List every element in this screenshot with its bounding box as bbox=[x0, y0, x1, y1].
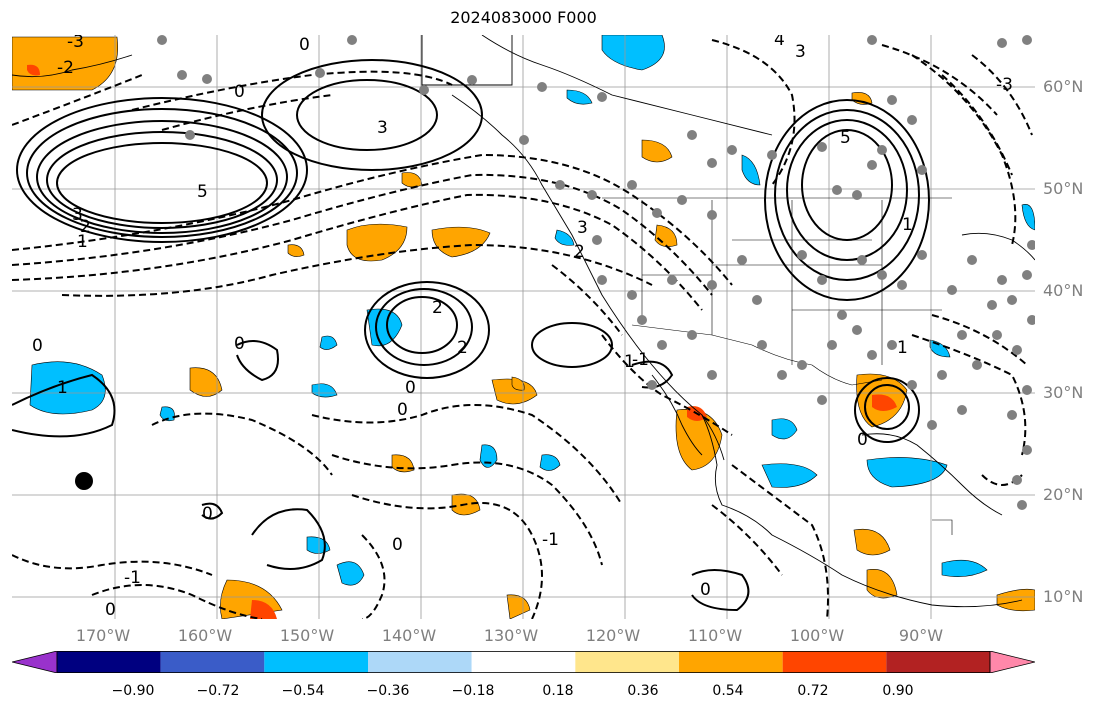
colorbar-segment bbox=[368, 651, 472, 673]
colorbar-segment bbox=[575, 651, 679, 673]
colorbar-tick: 0.18 bbox=[542, 683, 574, 699]
colorbar bbox=[12, 651, 1035, 673]
svg-text:5: 5 bbox=[197, 182, 208, 202]
colorbar-extend-high bbox=[989, 651, 1035, 673]
lat-label-40n: 40°N bbox=[1043, 281, 1084, 300]
svg-text:0: 0 bbox=[299, 35, 310, 55]
lat-label-30n: 30°N bbox=[1043, 383, 1084, 402]
contour-labels: -2 -3 0 0 3 5 3 2 1 2 2 0 0 1 0 0 3 2 3 … bbox=[32, 35, 1013, 619]
map-panel: -2 -3 0 0 3 5 3 2 1 2 2 0 0 1 0 0 3 2 3 … bbox=[12, 35, 1035, 619]
svg-text:0: 0 bbox=[700, 580, 711, 600]
lat-label-60n: 60°N bbox=[1043, 77, 1084, 96]
svg-text:3: 3 bbox=[377, 118, 388, 138]
svg-text:-1: -1 bbox=[124, 568, 141, 588]
graticule bbox=[12, 35, 1035, 619]
colorbar-segment bbox=[782, 651, 887, 673]
svg-text:1: 1 bbox=[77, 232, 88, 252]
svg-text:0: 0 bbox=[234, 334, 245, 354]
colorbar-extend-low bbox=[12, 651, 58, 673]
colorbar-segment bbox=[57, 651, 161, 673]
svg-text:2: 2 bbox=[457, 338, 468, 358]
svg-text:-3: -3 bbox=[996, 75, 1013, 95]
colorbar-segment bbox=[160, 651, 265, 673]
borders bbox=[602, 197, 953, 535]
lon-label-120w: 120°W bbox=[585, 626, 641, 645]
colorbar-tick: 0.90 bbox=[882, 683, 914, 699]
solid-contours bbox=[12, 59, 930, 612]
lat-label-20n: 20°N bbox=[1043, 485, 1084, 504]
svg-text:-1: -1 bbox=[542, 530, 559, 550]
svg-text:5: 5 bbox=[840, 128, 851, 148]
colorbar-tick: 0.72 bbox=[797, 683, 829, 699]
svg-text:0: 0 bbox=[32, 336, 43, 356]
colorbar-tick: −0.90 bbox=[111, 683, 155, 699]
marker-dot bbox=[75, 472, 93, 490]
svg-text:1: 1 bbox=[57, 378, 68, 398]
lon-label-100w: 100°W bbox=[789, 626, 845, 645]
svg-text:0: 0 bbox=[105, 600, 116, 619]
map-canvas: -2 -3 0 0 3 5 3 2 1 2 2 0 0 1 0 0 3 2 3 … bbox=[12, 35, 1035, 619]
lon-label-110w: 110°W bbox=[687, 626, 743, 645]
svg-text:0: 0 bbox=[234, 82, 245, 102]
colorbar-segment bbox=[679, 651, 783, 673]
svg-text:0: 0 bbox=[392, 535, 403, 555]
lat-label-50n: 50°N bbox=[1043, 179, 1084, 198]
lon-label-160w: 160°W bbox=[177, 626, 233, 645]
lon-label-130w: 130°W bbox=[483, 626, 539, 645]
map-title: 2024083000 F000 bbox=[450, 8, 597, 27]
colorbar-segment bbox=[886, 651, 990, 673]
svg-text:-2: -2 bbox=[57, 58, 74, 78]
svg-text:-3: -3 bbox=[67, 35, 84, 52]
colorbar-segment bbox=[264, 651, 368, 673]
colorbar-tick: 0.36 bbox=[627, 683, 659, 699]
colorbar-tick: −0.18 bbox=[451, 683, 495, 699]
colorbar-tick: 0.54 bbox=[712, 683, 744, 699]
colorbar-outline bbox=[56, 651, 991, 673]
svg-text:0: 0 bbox=[857, 430, 868, 450]
svg-text:1: 1 bbox=[897, 338, 908, 358]
station-points bbox=[157, 35, 1035, 510]
svg-text:-1: -1 bbox=[632, 350, 649, 370]
svg-text:1: 1 bbox=[624, 352, 635, 372]
lon-label-140w: 140°W bbox=[381, 626, 437, 645]
colorbar-tick: −0.72 bbox=[196, 683, 240, 699]
svg-text:0: 0 bbox=[397, 400, 408, 420]
svg-text:0: 0 bbox=[202, 504, 213, 524]
colorbar-segment bbox=[471, 651, 576, 673]
svg-text:3: 3 bbox=[795, 42, 806, 62]
svg-text:0: 0 bbox=[405, 378, 416, 398]
lat-label-10n: 10°N bbox=[1043, 587, 1084, 606]
dashed-contours bbox=[12, 39, 1033, 619]
colorbar-tick: −0.36 bbox=[366, 683, 410, 699]
svg-text:4: 4 bbox=[774, 35, 785, 50]
svg-text:3: 3 bbox=[577, 218, 588, 238]
svg-text:2: 2 bbox=[80, 217, 91, 237]
lon-label-90w: 90°W bbox=[898, 626, 944, 645]
svg-text:3: 3 bbox=[72, 205, 83, 225]
colorbar-tick: −0.54 bbox=[281, 683, 325, 699]
svg-text:2: 2 bbox=[574, 242, 585, 262]
svg-text:2: 2 bbox=[432, 298, 443, 318]
lon-label-170w: 170°W bbox=[75, 626, 131, 645]
svg-text:1: 1 bbox=[902, 215, 913, 235]
lon-label-150w: 150°W bbox=[279, 626, 335, 645]
coastlines bbox=[12, 35, 1035, 608]
